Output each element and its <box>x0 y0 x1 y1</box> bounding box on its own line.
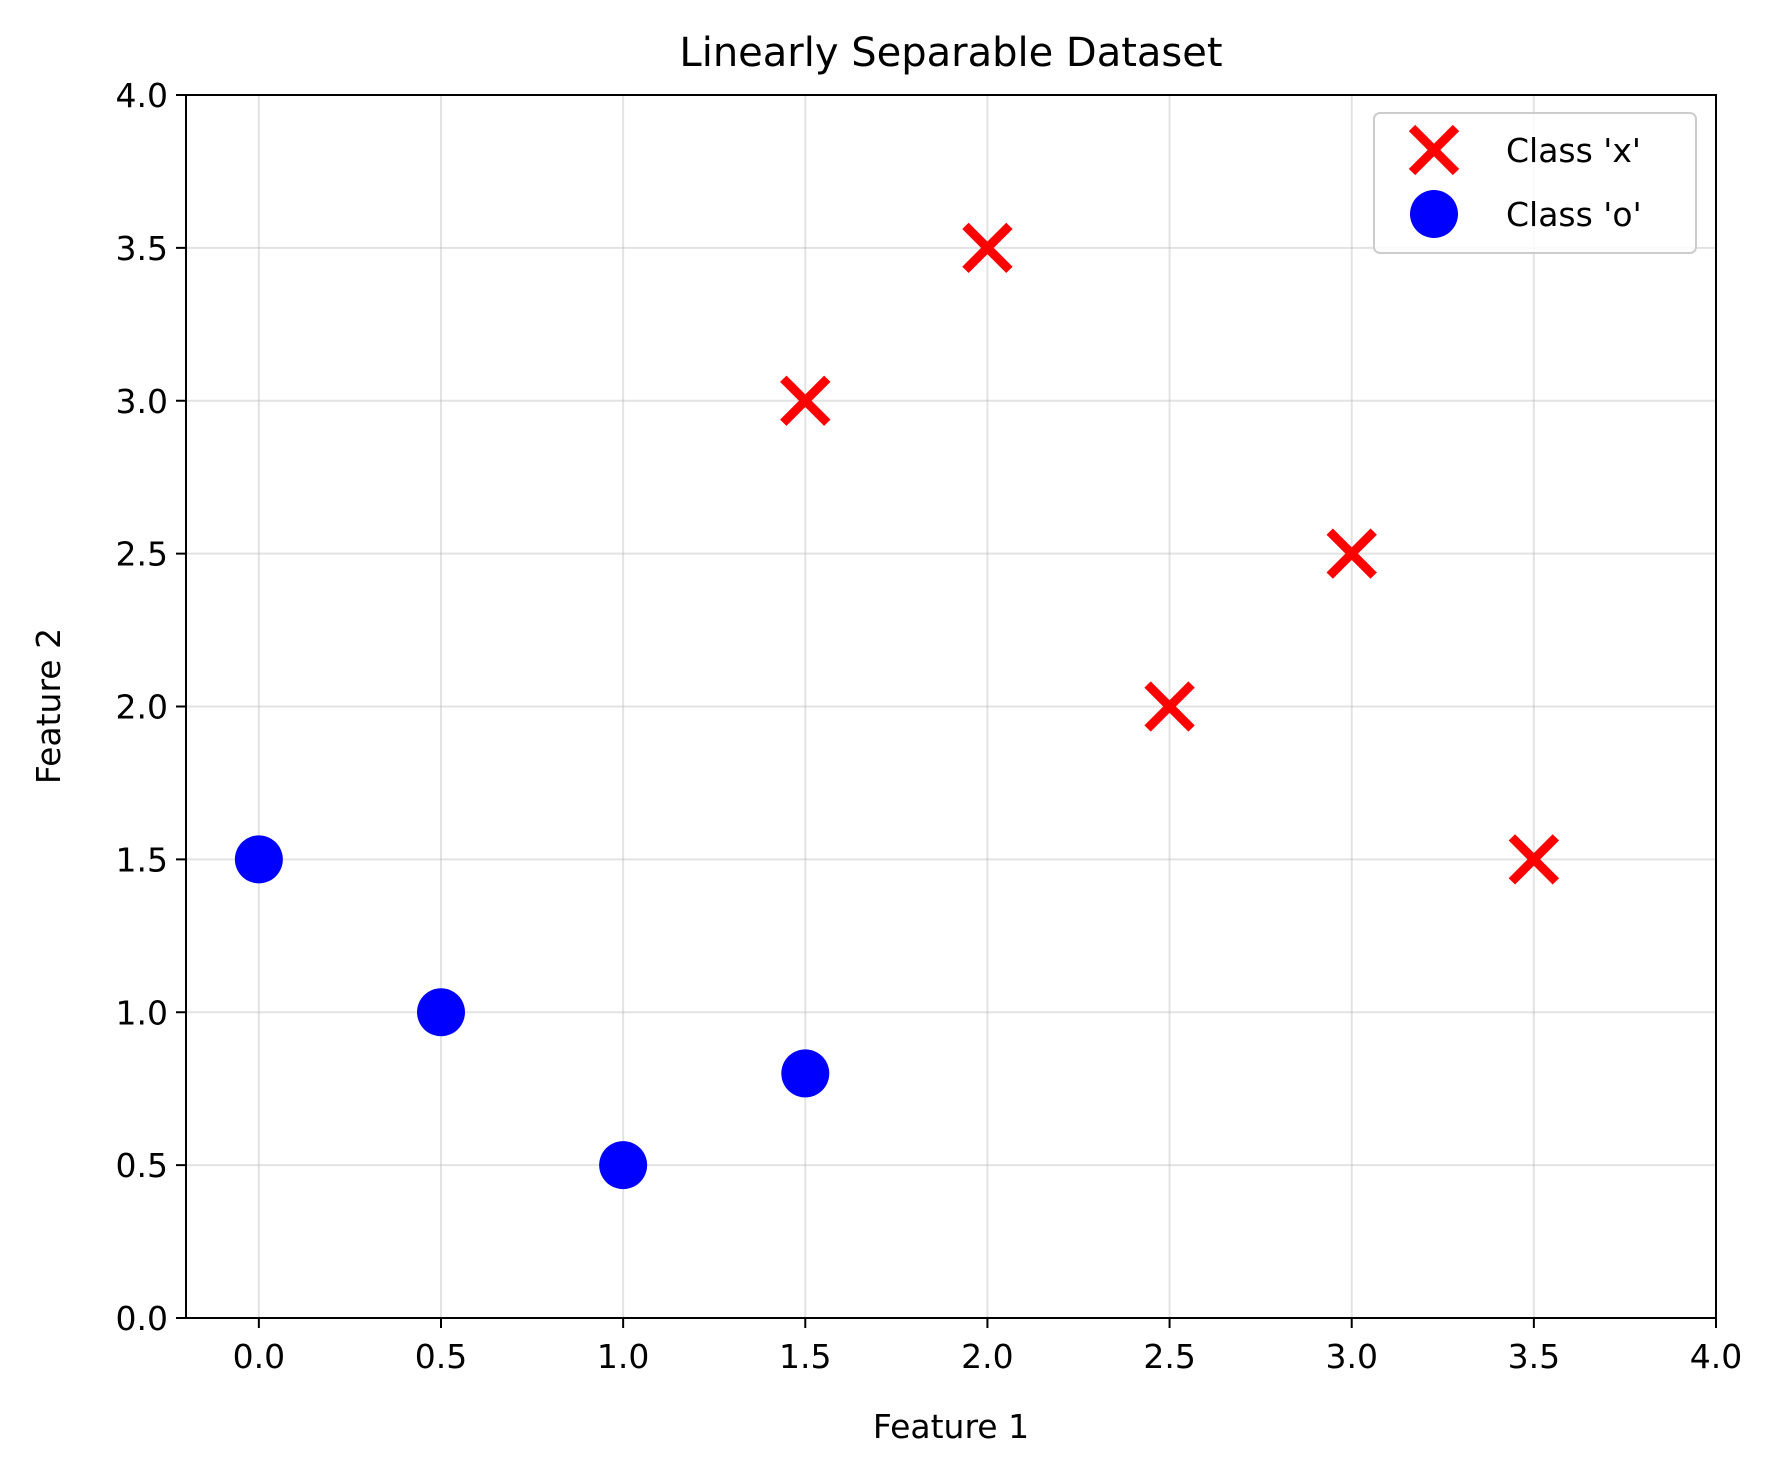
grid <box>186 94 1717 1319</box>
y-tick-label: 3.5 <box>116 229 168 268</box>
x-tick-label: 0.0 <box>233 1337 285 1376</box>
y-tick-label: 2.5 <box>116 535 168 574</box>
x-tick-label: 3.0 <box>1325 1337 1377 1376</box>
x-tick-label: 4.0 <box>1690 1337 1742 1376</box>
y-tick-label: 1.0 <box>116 993 168 1032</box>
data-point-x <box>780 375 831 426</box>
y-tick-label: 0.0 <box>116 1299 168 1338</box>
x-tick-label: 1.0 <box>597 1337 649 1376</box>
data-point-x <box>1144 681 1195 732</box>
chart-title: Linearly Separable Dataset <box>679 30 1222 76</box>
y-tick-label: 4.0 <box>116 76 168 115</box>
legend-label: Class 'x' <box>1506 131 1641 170</box>
markers <box>234 222 1560 1190</box>
y-tick-label: 1.5 <box>116 840 168 879</box>
y-axis-ticks: 0.0 0.5 1.0 1.5 2.0 2.5 3.0 3.5 4.0 <box>116 76 186 1338</box>
x-tick-label: 3.5 <box>1508 1337 1560 1376</box>
y-tick-label: 0.5 <box>116 1146 168 1185</box>
y-axis-label: Feature 2 <box>29 628 68 784</box>
data-point-o <box>599 1141 648 1190</box>
x-axis-label: Feature 1 <box>873 1407 1029 1446</box>
x-axis-ticks: 0.0 0.5 1.0 1.5 2.0 2.5 3.0 3.5 4.0 <box>233 1318 1742 1376</box>
x-tick-label: 1.5 <box>779 1337 831 1376</box>
legend-marker-x <box>1408 124 1460 176</box>
legend-marker-o <box>1410 190 1458 238</box>
data-point-x <box>962 222 1013 274</box>
data-point-x <box>1326 528 1377 579</box>
y-tick-label: 3.0 <box>116 382 168 421</box>
data-point-o <box>417 988 465 1037</box>
data-point-x <box>1508 834 1560 885</box>
x-tick-label: 2.0 <box>961 1337 1013 1376</box>
legend: Class 'x' Class 'o' <box>1373 112 1697 254</box>
y-tick-label: 2.0 <box>116 688 168 727</box>
x-tick-label: 0.5 <box>415 1337 467 1376</box>
data-point-o <box>234 835 283 884</box>
x-tick-label: 2.5 <box>1143 1337 1195 1376</box>
data-point-o <box>781 1049 830 1098</box>
legend-label: Class 'o' <box>1506 195 1642 234</box>
